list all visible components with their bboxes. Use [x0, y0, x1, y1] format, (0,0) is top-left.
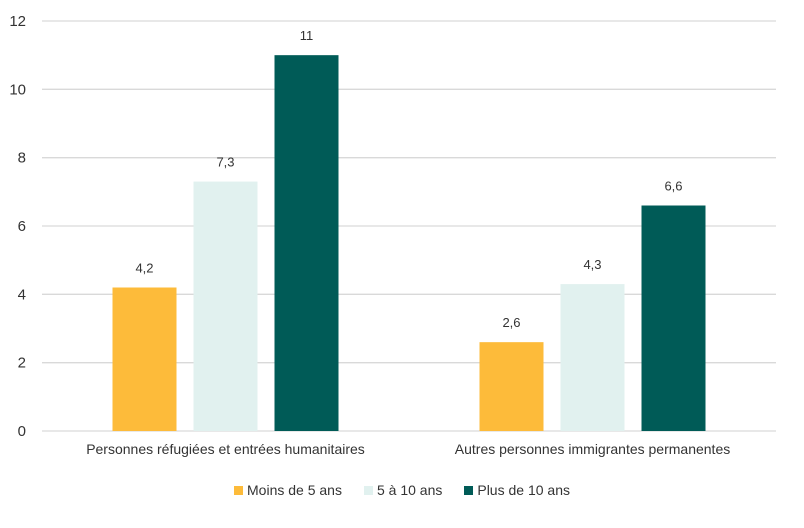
- legend-item: Plus de 10 ans: [464, 482, 570, 498]
- data-label: 4,3: [583, 257, 601, 272]
- y-tick-label: 6: [18, 218, 26, 235]
- legend-label: Moins de 5 ans: [247, 482, 342, 498]
- data-label: 6,6: [664, 179, 682, 194]
- bars: 4,2 7,3 11 2,6 4,3 6,6: [112, 28, 706, 432]
- y-tick-label: 12: [9, 13, 26, 30]
- y-tick-label: 0: [18, 423, 26, 440]
- legend-swatch: [234, 485, 244, 495]
- legend-item: Moins de 5 ans: [234, 482, 342, 498]
- bar: [193, 181, 258, 431]
- bar: [560, 284, 625, 431]
- data-label: 11: [300, 28, 314, 43]
- y-tick-label: 2: [18, 355, 26, 372]
- legend-label: Plus de 10 ans: [477, 482, 570, 498]
- legend-item: 5 à 10 ans: [363, 482, 443, 498]
- bar: [641, 205, 706, 431]
- y-tick-label: 10: [9, 81, 26, 98]
- y-axis: 0 2 4 6 8 10 12: [9, 13, 26, 440]
- legend-label: 5 à 10 ans: [376, 482, 443, 498]
- category-label: Personnes réfugiées et entrées humanitai…: [86, 441, 365, 457]
- bar: [112, 287, 177, 431]
- data-label: 4,2: [135, 261, 153, 276]
- y-tick-label: 8: [18, 150, 26, 167]
- bar: [274, 55, 339, 432]
- bar: [479, 342, 544, 431]
- data-label: 2,6: [502, 315, 520, 330]
- legend-swatch: [363, 485, 373, 495]
- x-axis: Personnes réfugiées et entrées humanitai…: [86, 441, 730, 457]
- legend-swatch: [464, 485, 474, 495]
- data-label: 7,3: [216, 155, 234, 170]
- category-label: Autres personnes immigrantes permanentes: [455, 441, 730, 457]
- legend: Moins de 5 ans 5 à 10 ans Plus de 10 ans: [0, 482, 804, 498]
- y-tick-label: 4: [18, 286, 26, 303]
